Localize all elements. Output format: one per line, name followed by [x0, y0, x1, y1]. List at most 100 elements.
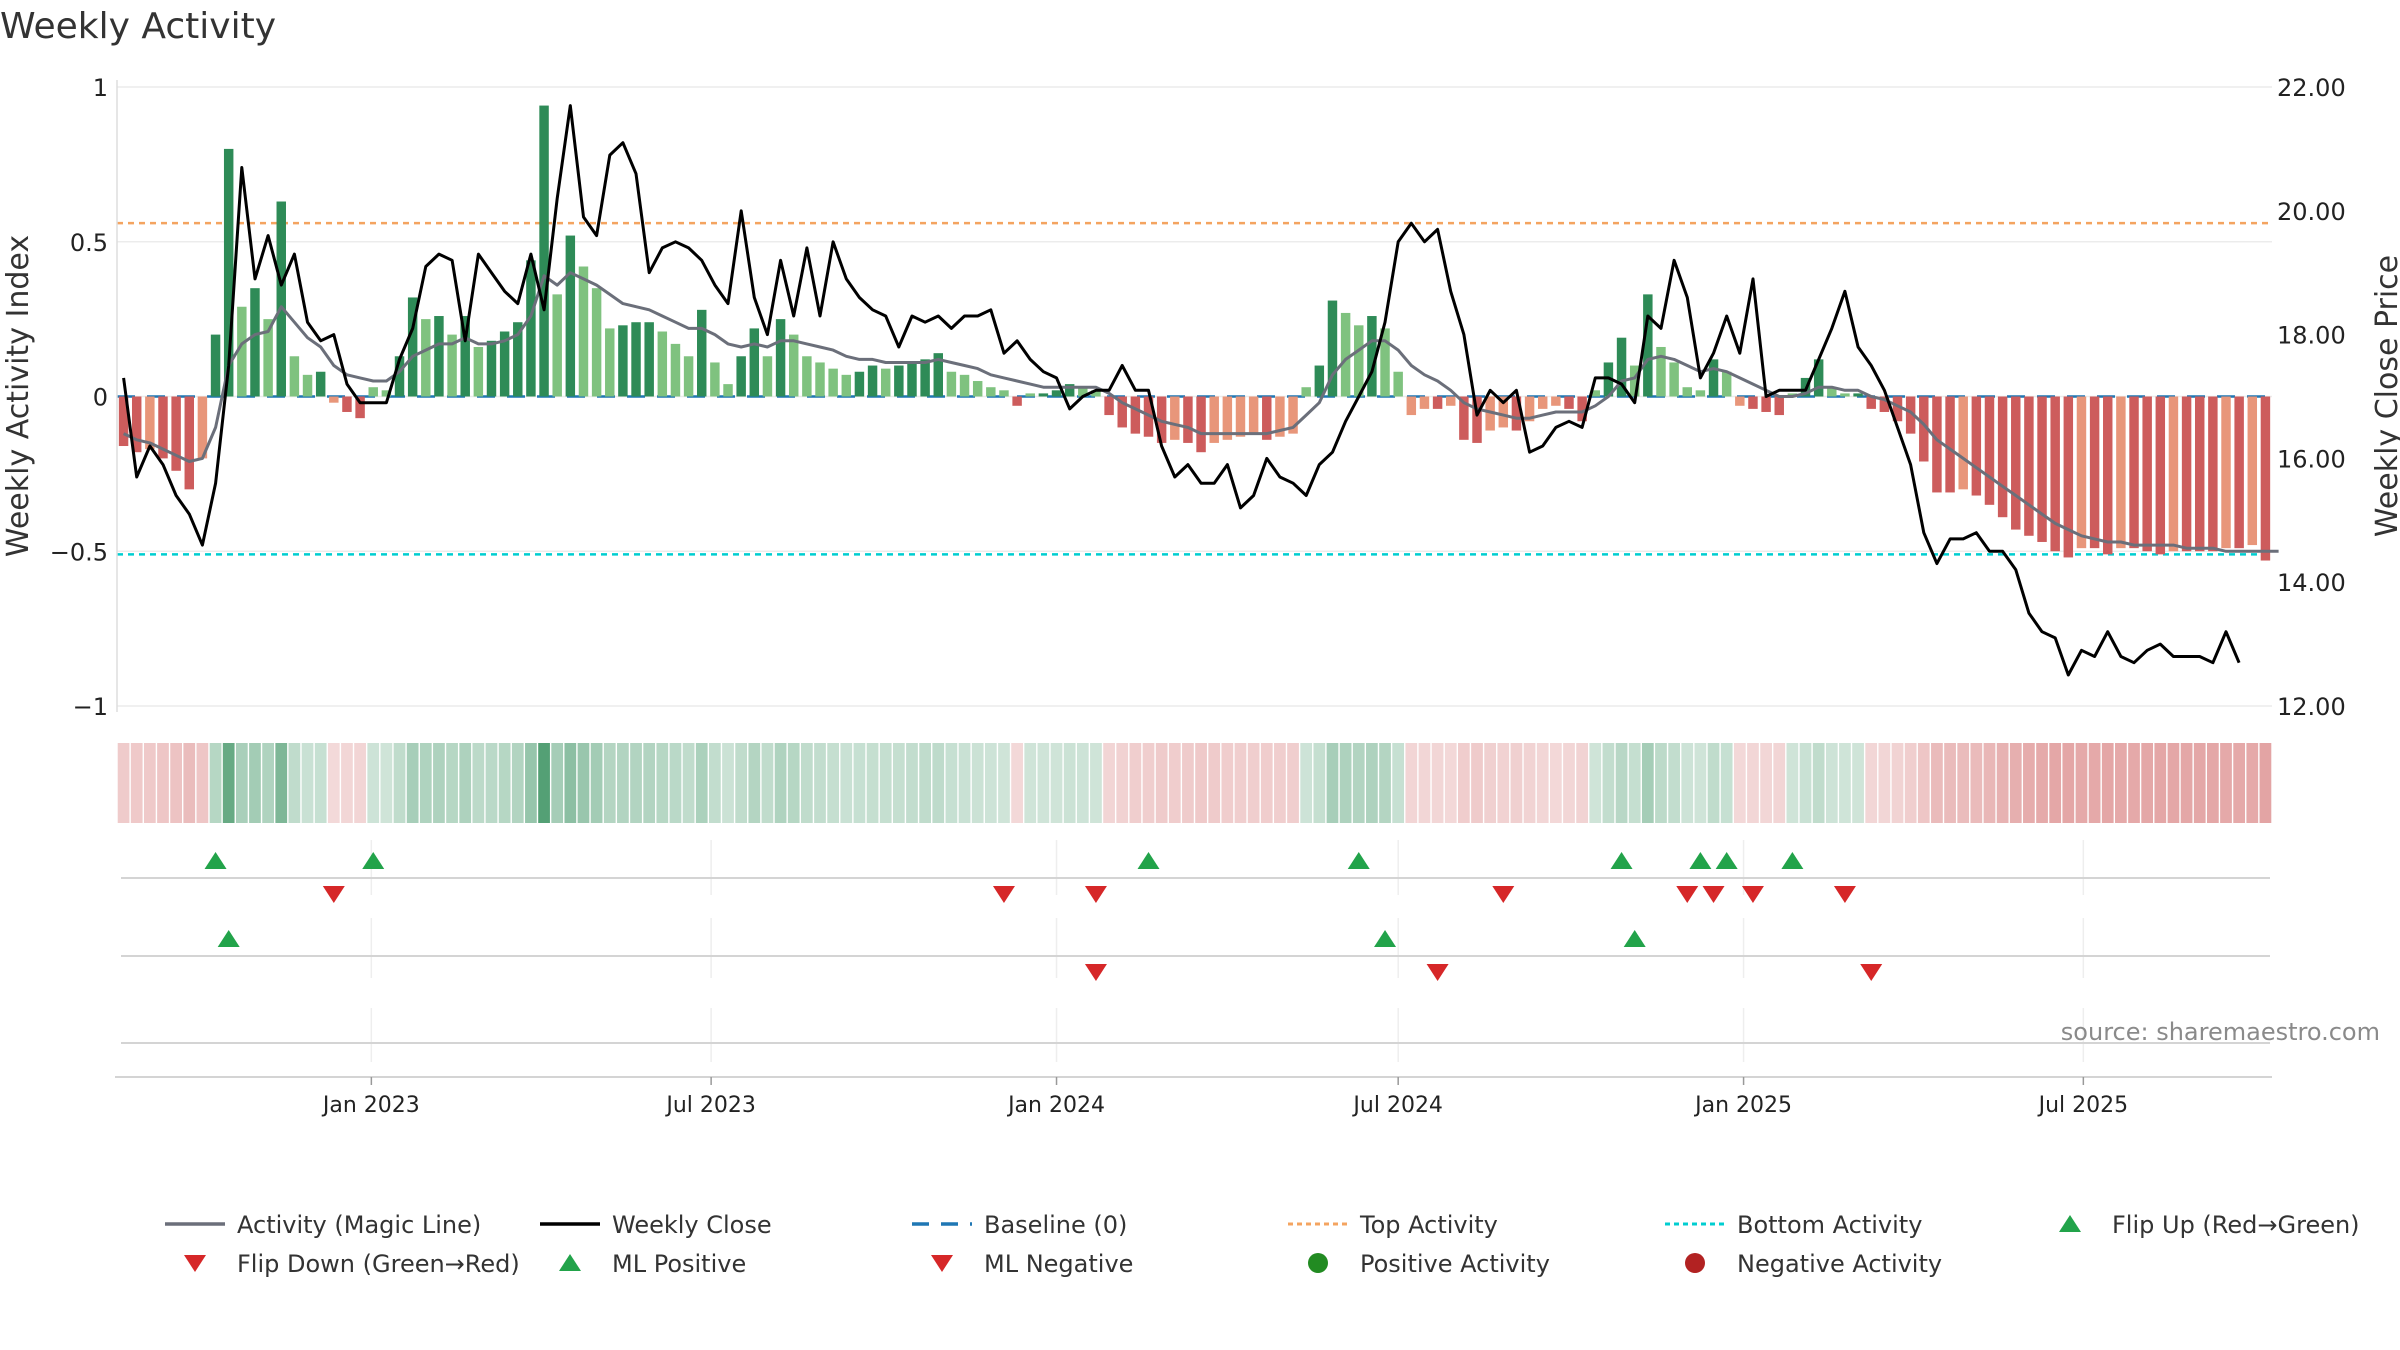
heat-cell	[2259, 743, 2272, 823]
heat-cell	[1037, 743, 1050, 823]
heat-cell	[1129, 743, 1142, 823]
activity-bar	[342, 396, 352, 412]
heat-cell	[1904, 743, 1917, 823]
heat-cell	[1011, 743, 1023, 823]
activity-bar	[1905, 396, 1916, 434]
activity-bar	[2155, 396, 2166, 555]
legend-item-magic: Activity (Magic Line)	[165, 1211, 481, 1239]
heat-cell	[1786, 743, 1799, 823]
heat-cell	[866, 743, 879, 823]
activity-bar	[736, 356, 746, 397]
activity-bar	[1367, 316, 1377, 397]
heat-cell	[1825, 743, 1838, 823]
activity-bar	[145, 396, 155, 450]
activity-bar	[447, 334, 457, 397]
activity-bar	[539, 105, 549, 397]
heat-cell	[945, 743, 958, 823]
activity-bar	[197, 396, 208, 459]
heat-cell	[2233, 743, 2246, 823]
activity-bar	[2208, 396, 2218, 552]
activity-bar	[1945, 396, 1955, 493]
y-axis-label-left: Weekly Activity Index	[1, 235, 36, 557]
y-axis-label-right: Weekly Close Price	[2370, 255, 2400, 537]
heat-cell	[1168, 743, 1181, 823]
activity-bar	[1787, 393, 1798, 397]
heat-cell	[814, 743, 826, 823]
heat-cell	[406, 743, 419, 823]
activity-bar	[210, 334, 221, 397]
flip-down-marker	[1676, 886, 1699, 903]
heat-cell	[1839, 743, 1851, 823]
heat-cell	[748, 743, 761, 823]
heat-cell	[275, 743, 288, 823]
activity-bar	[2168, 396, 2179, 552]
heat-cell	[1208, 743, 1221, 823]
date-tick-label: Jul 2025	[2037, 1093, 2129, 1118]
heat-cell	[1090, 743, 1102, 823]
heat-cell	[932, 743, 945, 823]
activity-bar	[657, 331, 668, 397]
activity-bar	[710, 362, 720, 397]
heat-cell	[1681, 743, 1694, 823]
legend-label: Baseline (0)	[984, 1211, 1127, 1239]
heat-cell	[485, 743, 498, 823]
activity-bar	[1025, 393, 1035, 397]
left-tick-label: 1	[93, 74, 108, 102]
heat-cell	[1589, 743, 1602, 823]
date-tick-label: Jul 2023	[664, 1093, 756, 1118]
activity-bar	[1432, 396, 1443, 409]
activity-bar	[1643, 294, 1653, 397]
heat-cell	[157, 743, 169, 823]
activity-bar	[841, 374, 852, 397]
legend-label: Positive Activity	[1360, 1250, 1550, 1278]
heat-cell	[498, 743, 511, 823]
activity-bar	[499, 331, 510, 397]
activity-bar	[2063, 396, 2074, 558]
right-tick-label: 22.00	[2277, 74, 2346, 102]
activity-bar	[2194, 396, 2205, 552]
series-lines	[122, 104, 2279, 677]
activity-bar	[1446, 396, 1456, 406]
activity-bar	[1419, 396, 1430, 409]
heat-cell	[1812, 743, 1825, 823]
activity-bar	[933, 353, 943, 397]
activity-bar	[1721, 371, 1732, 397]
heat-cell	[1655, 743, 1667, 823]
heat-cell	[235, 743, 248, 823]
legend-swatch	[1308, 1253, 1328, 1273]
heat-cell	[1431, 743, 1444, 823]
activity-bar	[1590, 390, 1601, 397]
legend-item-negative: Negative Activity	[1685, 1250, 1942, 1278]
right-tick-label: 12.00	[2277, 693, 2346, 721]
activity-bar	[1459, 396, 1469, 440]
activity-bar	[1919, 396, 1929, 462]
activity-bar	[1393, 371, 1403, 397]
heat-cell	[249, 743, 261, 823]
heat-cell	[143, 743, 156, 823]
activity-bar	[1682, 387, 1692, 397]
activity-bar	[1288, 396, 1298, 434]
activity-bar	[880, 368, 891, 397]
legend-label: ML Positive	[612, 1250, 746, 1278]
heat-cell	[1300, 743, 1313, 823]
activity-bar	[723, 384, 733, 397]
activity-bar	[184, 396, 195, 490]
right-tick-label: 20.00	[2277, 198, 2346, 226]
heat-cell	[1313, 743, 1326, 823]
heat-cell	[2206, 743, 2219, 823]
heat-cell	[2049, 743, 2062, 823]
heat-cell	[1418, 743, 1431, 823]
activity-bar	[828, 368, 838, 397]
activity-bar	[749, 328, 760, 397]
heat-cell	[1484, 743, 1497, 823]
legend-swatch	[931, 1255, 953, 1272]
heat-cell	[735, 743, 748, 823]
heat-cell	[2023, 743, 2035, 823]
heat-cell	[2009, 743, 2022, 823]
heat-cell	[1063, 743, 1076, 823]
activity-bar	[920, 359, 930, 397]
heat-cell	[1747, 743, 1759, 823]
activity-bar	[250, 288, 260, 397]
heat-cell	[1523, 743, 1536, 823]
activity-bar	[2011, 396, 2021, 530]
